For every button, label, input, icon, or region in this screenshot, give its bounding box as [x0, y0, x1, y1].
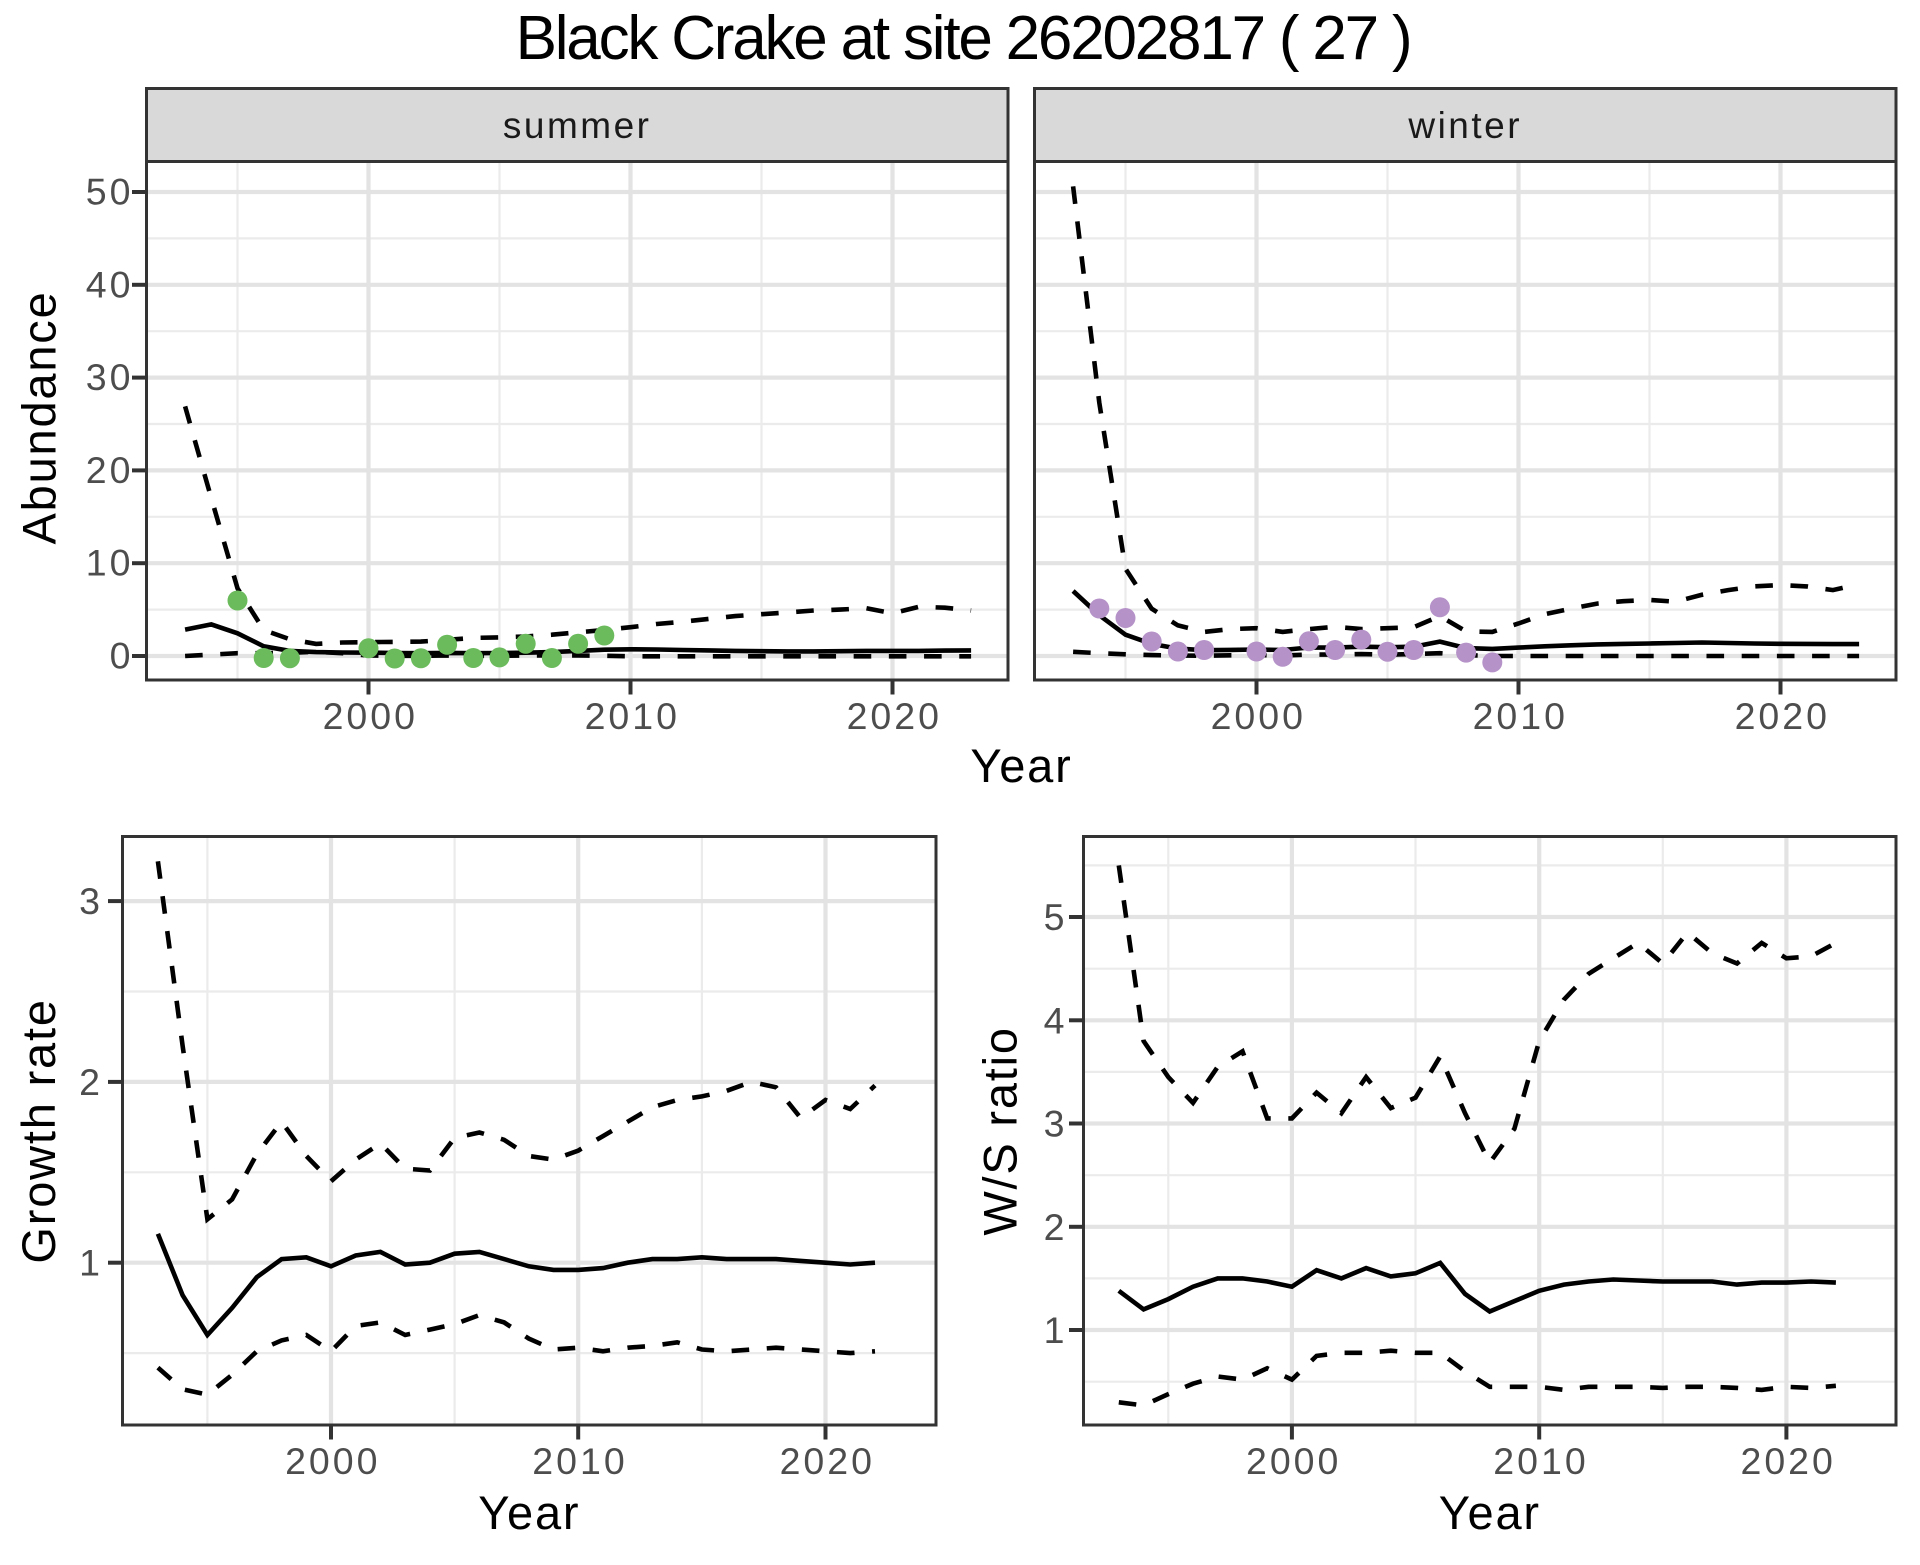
svg-text:20: 20: [86, 449, 134, 491]
svg-text:Black Crake at site 26202817 (: Black Crake at site 26202817 ( 27 ): [516, 4, 1411, 73]
svg-text:2000: 2000: [285, 1440, 380, 1482]
svg-text:40: 40: [86, 263, 134, 305]
svg-text:50: 50: [86, 171, 134, 213]
svg-text:Year: Year: [1439, 1486, 1541, 1539]
svg-text:Year: Year: [478, 1486, 580, 1539]
svg-text:Year: Year: [970, 739, 1072, 792]
svg-text:winter: winter: [1407, 105, 1522, 146]
svg-text:1: 1: [1044, 1309, 1068, 1351]
svg-text:Growth rate: Growth rate: [12, 998, 65, 1263]
svg-text:2: 2: [79, 1061, 103, 1103]
svg-text:10: 10: [86, 542, 134, 584]
svg-text:2020: 2020: [1740, 1440, 1835, 1482]
svg-text:2020: 2020: [1735, 695, 1830, 737]
svg-text:0: 0: [110, 635, 134, 677]
svg-text:2: 2: [1044, 1206, 1068, 1248]
svg-text:2000: 2000: [323, 695, 418, 737]
svg-text:2020: 2020: [847, 695, 942, 737]
svg-text:5: 5: [1044, 896, 1068, 938]
svg-text:30: 30: [86, 356, 134, 398]
svg-text:4: 4: [1044, 999, 1068, 1041]
svg-text:W/S ratio: W/S ratio: [974, 1026, 1027, 1235]
svg-text:Abundance: Abundance: [13, 290, 66, 544]
svg-text:2010: 2010: [585, 695, 680, 737]
svg-text:2020: 2020: [780, 1440, 875, 1482]
svg-text:2010: 2010: [532, 1440, 627, 1482]
svg-text:2010: 2010: [1473, 695, 1568, 737]
svg-text:summer: summer: [503, 105, 652, 146]
svg-text:2000: 2000: [1211, 695, 1306, 737]
svg-text:1: 1: [79, 1242, 103, 1284]
svg-text:2010: 2010: [1493, 1440, 1588, 1482]
svg-text:2000: 2000: [1246, 1440, 1341, 1482]
svg-text:3: 3: [79, 880, 103, 922]
svg-text:3: 3: [1044, 1103, 1068, 1145]
